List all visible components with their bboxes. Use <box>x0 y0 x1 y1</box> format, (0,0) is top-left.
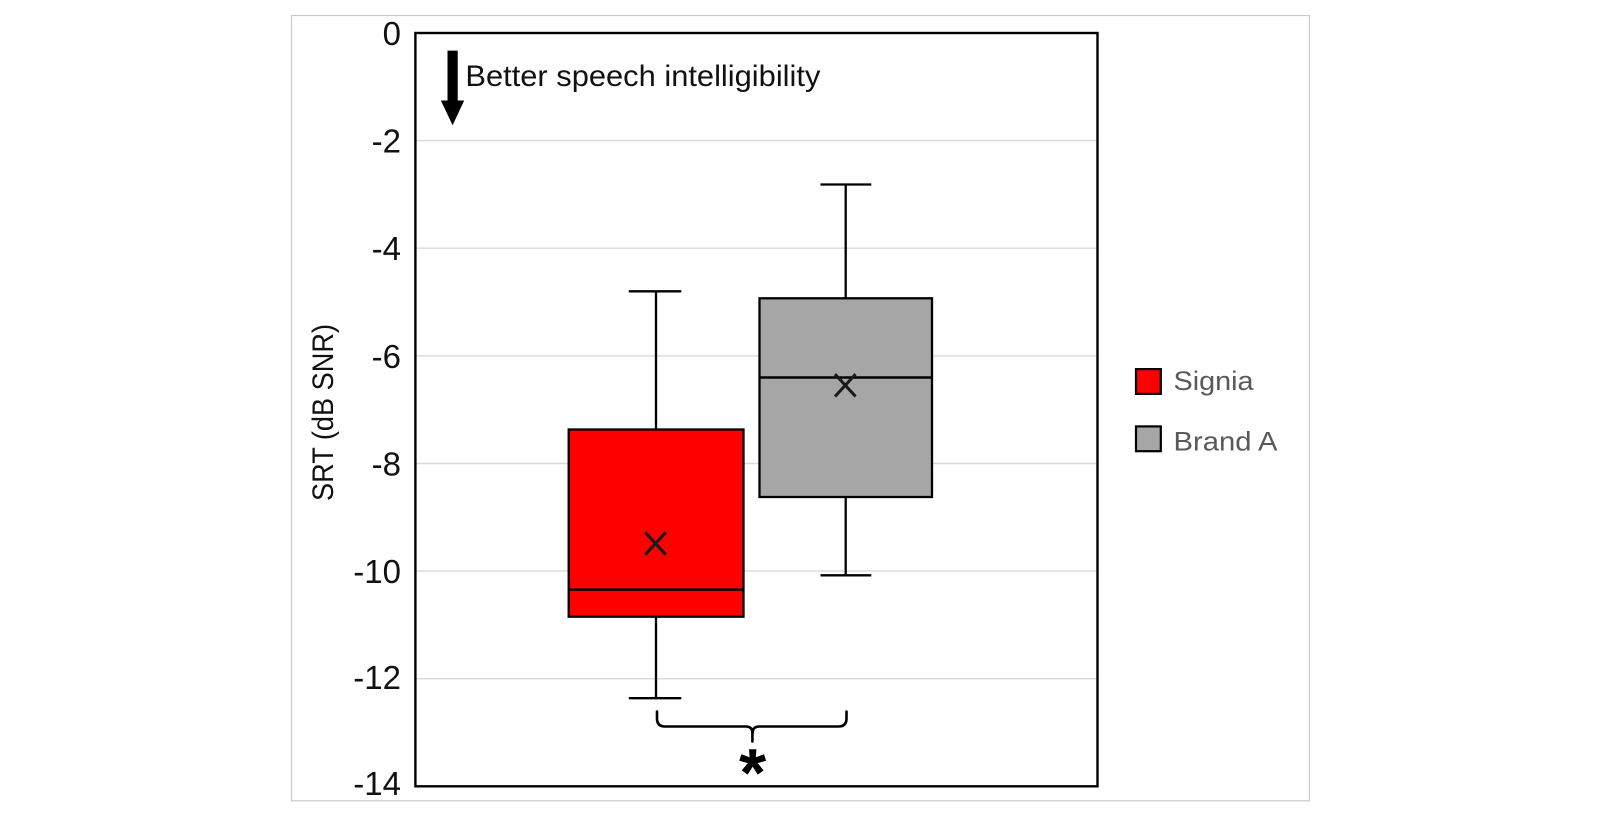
svg-text:-4: -4 <box>372 230 401 267</box>
svg-text:Brand A: Brand A <box>1174 427 1278 457</box>
svg-text:0: 0 <box>383 15 401 52</box>
svg-text:Better speech intelligibility: Better speech intelligibility <box>465 60 820 93</box>
svg-text:SRT (dB SNR): SRT (dB SNR) <box>307 324 340 501</box>
svg-text:-6: -6 <box>372 338 401 375</box>
svg-text:-2: -2 <box>372 123 401 160</box>
svg-text:-14: -14 <box>353 765 401 802</box>
svg-text:Signia: Signia <box>1174 366 1255 396</box>
svg-text:-8: -8 <box>372 446 401 483</box>
svg-text:-10: -10 <box>353 553 401 590</box>
svg-text:-12: -12 <box>353 659 401 696</box>
